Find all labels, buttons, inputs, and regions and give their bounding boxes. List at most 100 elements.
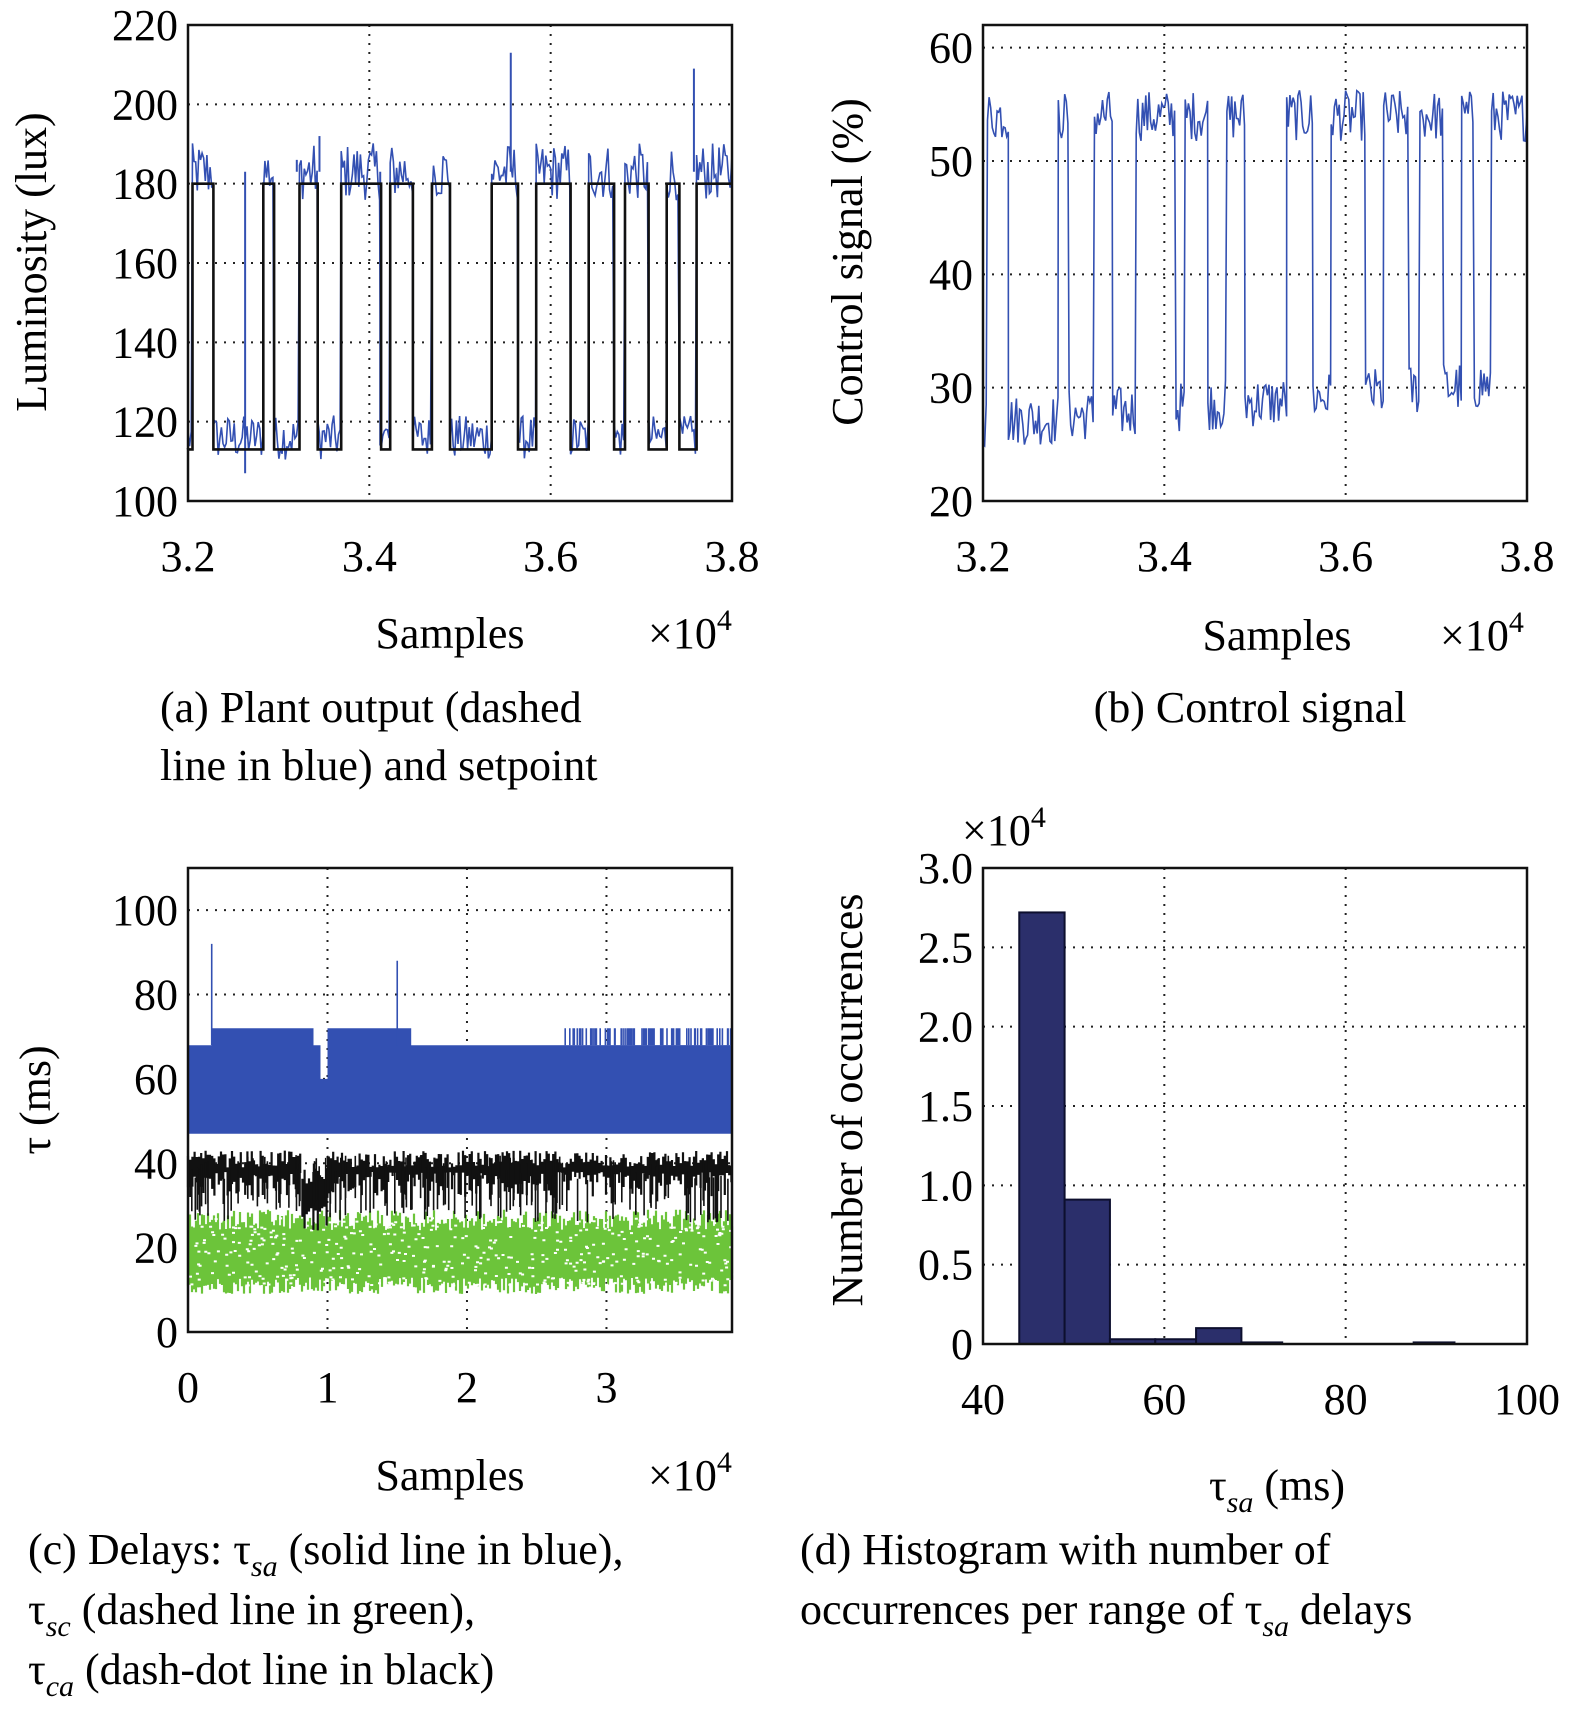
y-axis-label: τ (ms) (11, 1045, 60, 1154)
y-tick-label: 2.0 (918, 1003, 973, 1052)
histogram-bar (1195, 1327, 1243, 1345)
y-tick-label: 0 (951, 1320, 973, 1369)
panel-c: 0 1 2 3 0 20 40 60 80 100 Samples ×104 τ (ms) (c) Del… (11, 866, 735, 1703)
histogram-bar (1063, 1198, 1111, 1345)
caption-line-1-prefix: (d) Histogram with number of (800, 1525, 1331, 1574)
caption-line-3-prefix: τ (28, 1645, 46, 1694)
x-multiplier-exp: 4 (1509, 606, 1524, 639)
plot-frame (186, 23, 734, 503)
x-tick-label: 60 (1142, 1375, 1186, 1424)
y-axis-label: Control signal (%) (823, 98, 872, 426)
y-multiplier: ×104 (962, 801, 1046, 855)
setpoint-line (186, 182, 732, 451)
tau-sa-spikes (210, 943, 732, 1046)
caption-line-2: τsc (dashed line in green), (28, 1585, 475, 1643)
x-tick-label: 0 (177, 1363, 199, 1412)
caption-line-2-prefix: occurrences per range of τ (800, 1585, 1262, 1634)
x-axis-label: Samples (1202, 611, 1351, 660)
y-tick-label: 20 (929, 477, 973, 526)
y-tick-label: 50 (929, 137, 973, 186)
y-tick-label: 200 (112, 80, 178, 129)
caption-line-1-suffix: (solid line in blue), (278, 1525, 624, 1574)
y-tick-label: 100 (112, 886, 178, 935)
x-axis-label: τsa (ms) (1209, 1461, 1345, 1519)
x-tick-label: 40 (961, 1375, 1005, 1424)
caption-line-2-prefix: τ (28, 1585, 46, 1634)
x-multiplier: ×104 (648, 604, 732, 658)
x-tick-label: 3 (595, 1363, 617, 1412)
plant-output-line (187, 143, 733, 460)
x-multiplier: ×104 (1440, 606, 1524, 660)
tau-sc-dash-gaps (189, 1217, 735, 1287)
caption-line-3: τca (dash-dot line in black) (28, 1645, 494, 1703)
x-tick-label: 3.6 (523, 532, 578, 581)
tau-sc-band (186, 1209, 734, 1294)
x-tick-label: 3.8 (705, 532, 760, 581)
x-axis-label-prefix: τ (1209, 1461, 1227, 1510)
caption-line-2-suffix: delays (1289, 1585, 1412, 1634)
panel-a: 3.2 3.4 3.6 3.8 100 120 140 160 180 200 220 Samples… (7, 1, 760, 790)
caption-line-1-sub: sa (251, 1550, 278, 1583)
caption-line-1: (a) Plant output (dashed (160, 683, 582, 732)
caption-line-3-sub: ca (46, 1670, 74, 1703)
caption-line-1: (c) Delays: τsa (solid line in blue), (28, 1525, 623, 1583)
caption-line-3-suffix: (dash-dot line in black) (74, 1645, 494, 1694)
y-tick-label: 30 (929, 364, 973, 413)
control-signal-line (982, 89, 1528, 448)
caption: (b) Control signal (1094, 683, 1407, 732)
y-tick-label: 140 (112, 318, 178, 367)
y-tick-label: 20 (134, 1224, 178, 1273)
y-tick-label: 180 (112, 160, 178, 209)
y-multiplier-base: ×10 (962, 806, 1031, 855)
x-multiplier: ×104 (648, 1446, 732, 1500)
y-tick-label: 40 (134, 1139, 178, 1188)
y-tick-label: 220 (112, 1, 178, 50)
x-axis-label: Samples (375, 1451, 524, 1500)
y-tick-label: 3.0 (918, 844, 973, 893)
x-tick-label: 3.8 (1500, 532, 1555, 581)
x-axis-label-sub: sa (1227, 1486, 1254, 1519)
caption-line-2-suffix: (dashed line in green), (71, 1585, 475, 1634)
x-axis-label: Samples (375, 609, 524, 658)
x-tick-label: 2 (456, 1363, 478, 1412)
caption-line-1: (d) Histogram with number of (800, 1525, 1331, 1574)
x-tick-label: 3.4 (342, 532, 397, 581)
y-tick-label: 40 (929, 250, 973, 299)
y-tick-label: 1.5 (918, 1082, 973, 1131)
plot-frame (186, 866, 734, 1334)
x-tick-label: 3.6 (1318, 532, 1373, 581)
plot-frame (981, 866, 1529, 1346)
x-tick-label: 100 (1494, 1375, 1560, 1424)
plot-frame (981, 23, 1529, 503)
caption-line-2-sub: sa (1262, 1610, 1289, 1643)
y-tick-label: 60 (929, 24, 973, 73)
y-axis-label: Number of occurrences (823, 894, 872, 1307)
y-tick-label: 160 (112, 239, 178, 288)
y-tick-label: 60 (134, 1055, 178, 1104)
y-tick-label: 0 (156, 1308, 178, 1357)
x-tick-label: 3.4 (1137, 532, 1192, 581)
x-multiplier-base: ×10 (648, 609, 717, 658)
y-tick-label: 80 (134, 971, 178, 1020)
caption-line-1-prefix: (c) Delays: τ (28, 1525, 251, 1574)
y-tick-label: 120 (112, 398, 178, 447)
tau-sa-band (188, 1028, 732, 1134)
y-axis-label: Luminosity (lux) (7, 112, 56, 411)
x-multiplier-exp: 4 (717, 1446, 732, 1479)
panel-b: 3.2 3.4 3.6 3.8 20 30 40 50 60 Samples ×104 Control… (823, 24, 1555, 732)
x-multiplier-base: ×10 (648, 1451, 717, 1500)
tau-ca-whiskers (191, 1155, 733, 1223)
x-multiplier-exp: 4 (717, 604, 732, 637)
y-tick-label: 1.0 (918, 1161, 973, 1210)
y-tick-label: 0.5 (918, 1241, 973, 1290)
histogram-bar (1018, 911, 1066, 1346)
x-tick-label: 3.2 (161, 532, 216, 581)
y-tick-label: 2.5 (918, 923, 973, 972)
x-tick-label: 80 (1324, 1375, 1368, 1424)
x-tick-label: 3.2 (956, 532, 1011, 581)
x-tick-label: 1 (316, 1363, 338, 1412)
y-multiplier-exp: 4 (1031, 801, 1046, 834)
x-axis-label-suffix: (ms) (1253, 1461, 1345, 1510)
